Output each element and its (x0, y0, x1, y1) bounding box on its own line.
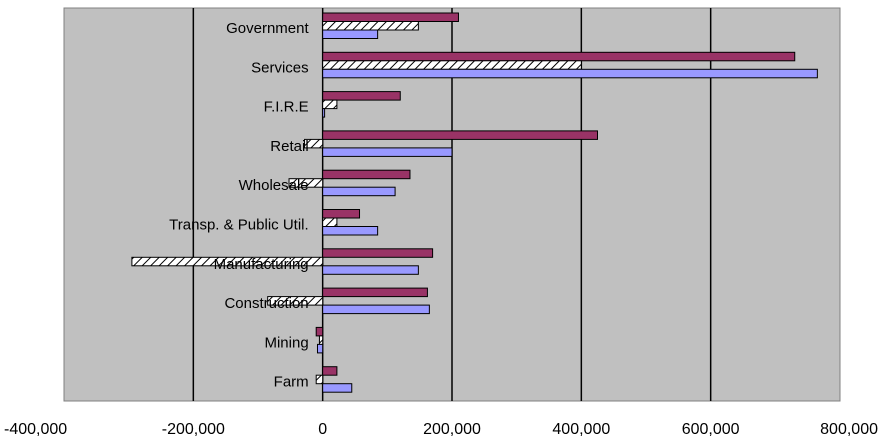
bar-4-0 (322, 169, 411, 180)
bar-3-2 (322, 147, 453, 157)
x-tick-label-3: 200,000 (423, 421, 481, 438)
category-label-5: Transp. & Public Util. (169, 217, 309, 234)
bar-9-0 (322, 366, 338, 376)
x-tick-label-5: 600,000 (682, 421, 740, 438)
bar-2-0 (322, 91, 401, 101)
bar-3-0 (322, 130, 598, 140)
bar-8-1 (318, 335, 324, 345)
category-label-4: Wholesale (239, 177, 309, 194)
bar-2-2 (322, 108, 326, 118)
bar-7-1 (267, 296, 324, 306)
bar-1-2 (322, 68, 818, 79)
bar-8-2 (316, 343, 324, 354)
category-label-8: Mining (264, 334, 308, 351)
bar-6-0 (322, 248, 434, 258)
x-tick-labels: -400,000 -200,000 0 200,000 400,000 600,000 80… (4, 421, 878, 438)
category-label-6: Manufacturing (214, 256, 309, 273)
category-label-9: Farm (274, 374, 309, 391)
x-tick-label-6: 800,000 (820, 421, 878, 438)
x-tick-label-1: -200,000 (162, 421, 225, 438)
bar-6-1 (131, 256, 324, 267)
bars (131, 12, 818, 393)
x-tick-label-0: -400,000 (4, 421, 67, 438)
bar-4-2 (322, 186, 396, 197)
bar-5-2 (322, 226, 379, 236)
bar-1-0 (322, 51, 796, 62)
x-tick-label-2: 0 (318, 421, 327, 438)
bar-9-2 (322, 383, 353, 393)
bar-6-2 (322, 265, 419, 275)
bar-7-2 (322, 304, 430, 315)
bar-0-2 (322, 29, 379, 39)
category-label-2: F.I.R.E (264, 99, 309, 116)
category-labels: Government Services F.I.R.E Retail Wholesale… (169, 20, 309, 391)
bar-0-0 (322, 12, 459, 22)
bar-5-0 (322, 209, 361, 219)
bar-4-1 (288, 178, 324, 188)
bar-1-1 (322, 60, 582, 70)
category-label-0: Government (226, 20, 309, 37)
bar-3-1 (304, 138, 324, 149)
category-label-3: Retail (270, 138, 308, 155)
bar-2-1 (322, 99, 338, 110)
category-label-7: Construction (224, 295, 308, 312)
bar-5-1 (322, 217, 338, 227)
bar-8-0 (315, 326, 324, 337)
category-label-1: Services (251, 59, 309, 76)
bar-0-1 (322, 21, 419, 31)
bar-7-0 (322, 287, 428, 298)
bar-9-1 (315, 374, 324, 385)
x-tick-label-4: 400,000 (552, 421, 610, 438)
